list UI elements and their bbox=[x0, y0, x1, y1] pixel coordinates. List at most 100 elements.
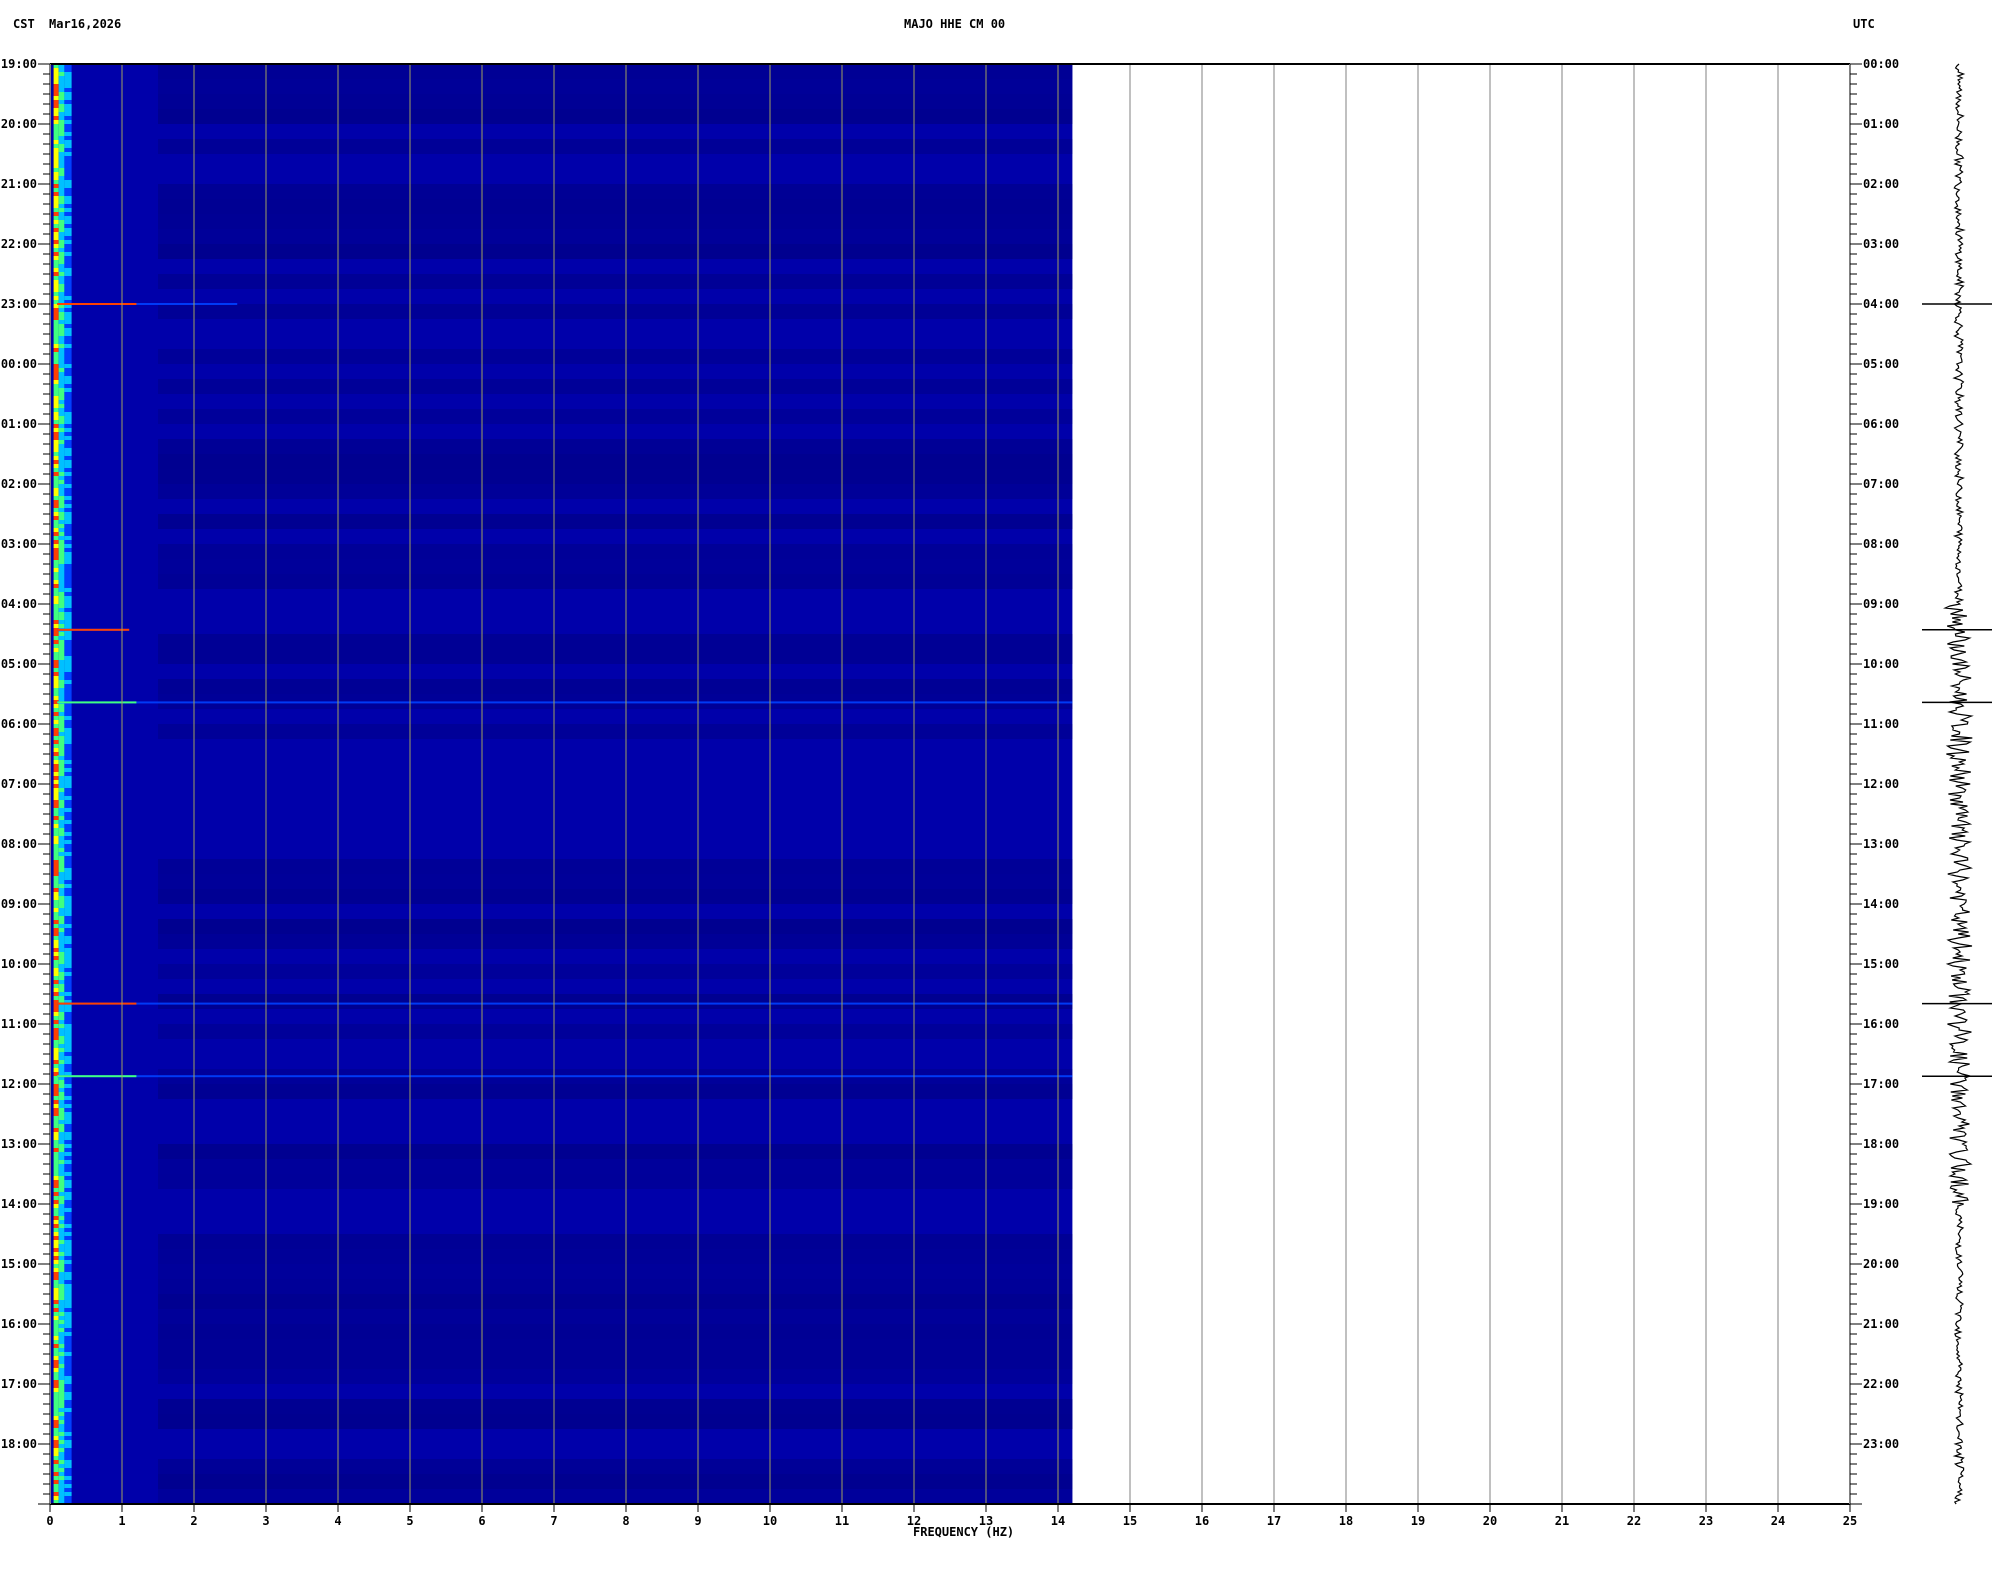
right-time-label: 19:00 bbox=[1863, 1197, 1899, 1211]
low-frequency-cell bbox=[58, 1316, 65, 1320]
low-frequency-cell bbox=[53, 128, 59, 132]
low-frequency-cell bbox=[64, 836, 72, 840]
low-frequency-cell bbox=[64, 908, 72, 912]
low-frequency-cell bbox=[64, 772, 72, 776]
low-frequency-cell bbox=[53, 548, 59, 552]
low-frequency-cell bbox=[64, 1240, 72, 1244]
low-frequency-cell bbox=[53, 1432, 59, 1436]
low-frequency-cell bbox=[58, 556, 65, 560]
low-frequency-cell bbox=[64, 1376, 72, 1380]
low-frequency-cell bbox=[53, 1496, 59, 1500]
low-frequency-cell bbox=[64, 244, 72, 248]
low-frequency-cell bbox=[64, 1372, 72, 1376]
low-frequency-cell bbox=[53, 620, 59, 624]
spectrogram-band bbox=[158, 1459, 1073, 1474]
low-frequency-cell bbox=[58, 840, 65, 844]
spectrogram-band bbox=[158, 889, 1073, 904]
low-frequency-cell bbox=[64, 1020, 72, 1024]
low-frequency-cell bbox=[53, 976, 59, 980]
low-frequency-cell bbox=[58, 708, 65, 712]
seismogram-trace bbox=[1922, 63, 1992, 1505]
low-frequency-cell bbox=[64, 956, 72, 960]
low-frequency-cell bbox=[64, 736, 72, 740]
spectrogram-band bbox=[158, 859, 1073, 874]
low-frequency-cell bbox=[53, 816, 59, 820]
event-line-core bbox=[57, 628, 130, 631]
low-frequency-cell bbox=[58, 880, 65, 884]
low-frequency-cell bbox=[58, 824, 65, 828]
low-frequency-cell bbox=[58, 1304, 65, 1308]
low-frequency-cell bbox=[64, 1496, 72, 1500]
low-frequency-cell bbox=[58, 1276, 65, 1280]
low-frequency-cell bbox=[53, 1300, 59, 1304]
low-frequency-cell bbox=[53, 1408, 59, 1412]
low-frequency-cell bbox=[64, 1108, 72, 1112]
low-frequency-cell bbox=[58, 68, 65, 72]
low-frequency-cell bbox=[64, 372, 72, 376]
low-frequency-cell bbox=[58, 1208, 65, 1212]
low-frequency-cell bbox=[64, 1168, 72, 1172]
low-frequency-cell bbox=[58, 1332, 65, 1336]
low-frequency-cell bbox=[53, 236, 59, 240]
spectrogram-band bbox=[158, 1294, 1073, 1309]
low-frequency-cell bbox=[53, 1028, 59, 1032]
low-frequency-cell bbox=[58, 528, 65, 532]
low-frequency-cell bbox=[58, 724, 65, 728]
low-frequency-cell bbox=[64, 204, 72, 208]
low-frequency-cell bbox=[53, 736, 59, 740]
low-frequency-cell bbox=[58, 220, 65, 224]
low-frequency-cell bbox=[64, 944, 72, 948]
low-frequency-cell bbox=[64, 796, 72, 800]
low-frequency-cell bbox=[64, 452, 72, 456]
low-frequency-cell bbox=[53, 940, 59, 944]
low-frequency-cell bbox=[53, 984, 59, 988]
low-frequency-cell bbox=[58, 1200, 65, 1204]
low-frequency-cell bbox=[64, 696, 72, 700]
low-frequency-cell bbox=[58, 292, 65, 296]
low-frequency-cell bbox=[58, 956, 65, 960]
low-frequency-cell bbox=[58, 1096, 65, 1100]
low-frequency-cell bbox=[64, 408, 72, 412]
spectrogram-band bbox=[158, 1489, 1073, 1504]
low-frequency-cell bbox=[53, 1288, 59, 1292]
low-frequency-cell bbox=[58, 1472, 65, 1476]
low-frequency-cell bbox=[64, 912, 72, 916]
low-frequency-cell bbox=[53, 496, 59, 500]
low-frequency-cell bbox=[53, 1152, 59, 1156]
low-frequency-cell bbox=[64, 256, 72, 260]
spectrogram-band bbox=[158, 544, 1073, 559]
low-frequency-cell bbox=[53, 768, 59, 772]
low-frequency-cell bbox=[64, 424, 72, 428]
low-frequency-cell bbox=[53, 1404, 59, 1408]
low-frequency-cell bbox=[64, 996, 72, 1000]
low-frequency-cell bbox=[58, 1136, 65, 1140]
low-frequency-cell bbox=[53, 316, 59, 320]
low-frequency-cell bbox=[58, 456, 65, 460]
spectrogram-band bbox=[158, 1414, 1073, 1429]
low-frequency-cell bbox=[64, 396, 72, 400]
low-frequency-cell bbox=[58, 828, 65, 832]
low-frequency-cell bbox=[53, 160, 59, 164]
low-frequency-cell bbox=[64, 80, 72, 84]
right-time-label: 00:00 bbox=[1863, 57, 1899, 71]
low-frequency-cell bbox=[58, 920, 65, 924]
low-frequency-cell bbox=[53, 220, 59, 224]
low-frequency-cell bbox=[53, 932, 59, 936]
low-frequency-cell bbox=[53, 1008, 59, 1012]
low-frequency-cell bbox=[58, 720, 65, 724]
low-frequency-cell bbox=[53, 944, 59, 948]
low-frequency-cell bbox=[58, 80, 65, 84]
low-frequency-cell bbox=[58, 1484, 65, 1488]
low-frequency-cell bbox=[53, 684, 59, 688]
low-frequency-cell bbox=[64, 924, 72, 928]
low-frequency-cell bbox=[53, 208, 59, 212]
x-tick-label: 15 bbox=[1123, 1514, 1137, 1528]
low-frequency-cell bbox=[58, 940, 65, 944]
low-frequency-cell bbox=[64, 1260, 72, 1264]
low-frequency-cell bbox=[58, 860, 65, 864]
low-frequency-cell bbox=[58, 1036, 65, 1040]
low-frequency-cell bbox=[58, 1496, 65, 1500]
low-frequency-cell bbox=[64, 508, 72, 512]
low-frequency-cell bbox=[53, 1488, 59, 1492]
low-frequency-cell bbox=[64, 884, 72, 888]
